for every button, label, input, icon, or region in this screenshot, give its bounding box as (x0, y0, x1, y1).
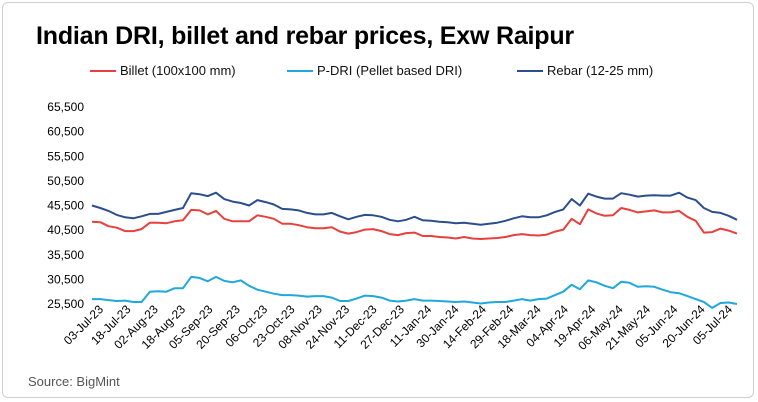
y-tick-label: 65,500 (47, 100, 84, 114)
legend-item-rebar: Rebar (12-25 mm) (517, 63, 653, 78)
y-tick-label: 40,500 (47, 223, 84, 237)
legend-label-pdri: P-DRI (Pellet based DRI) (317, 63, 463, 78)
series-lines (91, 191, 738, 309)
legend-swatch-pdri (287, 69, 313, 72)
y-tick-label: 50,500 (47, 174, 84, 188)
legend-item-billet: Billet (100x100 mm) (90, 63, 236, 78)
legend-label-billet: Billet (100x100 mm) (120, 63, 236, 78)
legend-swatch-rebar (517, 69, 543, 72)
chart-title: Indian DRI, billet and rebar prices, Exw… (36, 22, 574, 50)
legend-label-rebar: Rebar (12-25 mm) (547, 63, 654, 78)
y-tick-label: 55,500 (47, 149, 84, 163)
chart-frame (2, 2, 754, 398)
y-tick-label: 30,500 (47, 272, 84, 286)
source-note: Source: BigMint (28, 374, 120, 389)
series-line-pdri (92, 275, 738, 309)
y-tick-label: 60,500 (47, 125, 84, 139)
chart-legend: Billet (100x100 mm) P-DRI (Pellet based … (0, 63, 758, 79)
y-tick-label: 35,500 (47, 248, 84, 262)
y-tick-label: 25,500 (47, 297, 84, 311)
series-line-rebar (91, 191, 738, 226)
y-tick-label: 45,500 (47, 199, 84, 213)
y-axis: 25,500 30,500 35,500 40,500 45,500 50,500 55,5… (47, 100, 84, 311)
legend-swatch-billet (90, 69, 116, 72)
series-line-billet (91, 207, 738, 240)
legend-item-pdri: P-DRI (Pellet based DRI) (287, 63, 462, 78)
x-axis: 03-Jul-2318-Jul-2302-Aug-2318-Aug-2305-S… (61, 302, 736, 353)
